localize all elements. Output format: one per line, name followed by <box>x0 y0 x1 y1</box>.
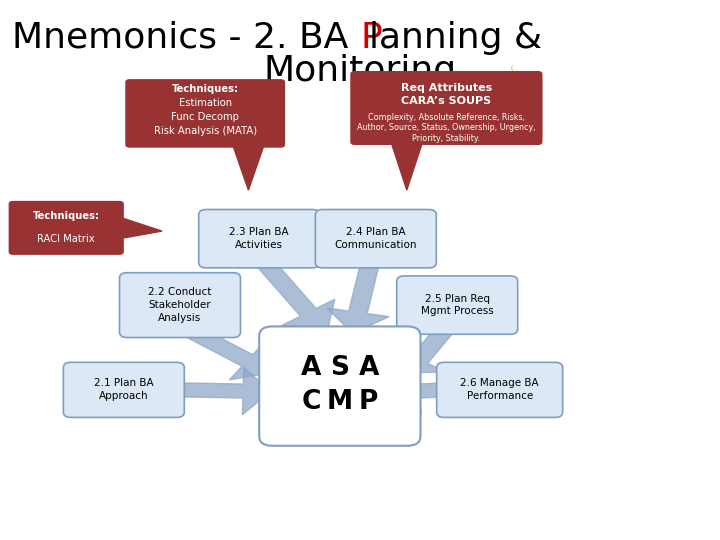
Polygon shape <box>327 262 389 333</box>
FancyBboxPatch shape <box>259 326 420 446</box>
FancyBboxPatch shape <box>120 273 240 338</box>
Text: Techniques:: Techniques: <box>171 84 239 94</box>
Text: Author, Source, Status, Ownership, Urgency,: Author, Source, Status, Ownership, Urgen… <box>357 124 536 132</box>
Polygon shape <box>233 144 264 190</box>
FancyBboxPatch shape <box>436 362 563 417</box>
FancyBboxPatch shape <box>125 79 285 147</box>
Text: 2.1 Plan BA
Approach: 2.1 Plan BA Approach <box>94 379 153 401</box>
Text: C: C <box>302 389 320 415</box>
Text: ☕: ☕ <box>501 64 528 93</box>
Text: Complexity, Absolute Reference, Risks,: Complexity, Absolute Reference, Risks, <box>368 113 525 122</box>
FancyBboxPatch shape <box>63 362 184 417</box>
Text: Req Attributes: Req Attributes <box>401 83 492 93</box>
Text: Risk Analysis (MATA): Risk Analysis (MATA) <box>153 126 257 136</box>
Polygon shape <box>409 367 445 415</box>
Polygon shape <box>179 367 271 415</box>
Polygon shape <box>391 141 423 190</box>
Polygon shape <box>393 326 453 373</box>
FancyBboxPatch shape <box>199 210 320 268</box>
Text: P: P <box>359 389 378 415</box>
Text: A: A <box>301 355 321 381</box>
Text: 2.5 Plan Req
Mgmt Process: 2.5 Plan Req Mgmt Process <box>420 294 494 316</box>
Text: RACI Matrix: RACI Matrix <box>37 234 95 244</box>
Text: M: M <box>327 389 353 415</box>
Text: Func Decomp: Func Decomp <box>171 112 239 122</box>
Text: Mnemonics - 2. BA: Mnemonics - 2. BA <box>12 21 360 55</box>
FancyBboxPatch shape <box>350 71 543 145</box>
Text: 2.3 Plan BA
Activities: 2.3 Plan BA Activities <box>230 227 289 250</box>
Text: Techniques:: Techniques: <box>32 211 100 221</box>
Text: Estimation: Estimation <box>179 98 232 108</box>
Text: 2.6 Manage BA
Performance: 2.6 Manage BA Performance <box>460 379 539 401</box>
Text: 2.4 Plan BA
Communication: 2.4 Plan BA Communication <box>335 227 417 250</box>
FancyBboxPatch shape <box>397 276 518 334</box>
FancyBboxPatch shape <box>315 210 436 268</box>
Text: lanning &: lanning & <box>369 21 554 55</box>
FancyBboxPatch shape <box>9 201 124 255</box>
Text: CARA’s SOUPS: CARA’s SOUPS <box>401 96 492 106</box>
Text: A: A <box>359 355 379 381</box>
Polygon shape <box>120 217 162 239</box>
Text: Monitoring: Monitoring <box>264 55 456 88</box>
Text: P: P <box>360 21 382 55</box>
Polygon shape <box>257 259 335 333</box>
Text: Priority, Stability.: Priority, Stability. <box>413 134 480 143</box>
Text: S: S <box>330 355 349 381</box>
Text: 2.2 Conduct
Stakeholder
Analysis: 2.2 Conduct Stakeholder Analysis <box>148 287 212 323</box>
Polygon shape <box>188 326 271 380</box>
